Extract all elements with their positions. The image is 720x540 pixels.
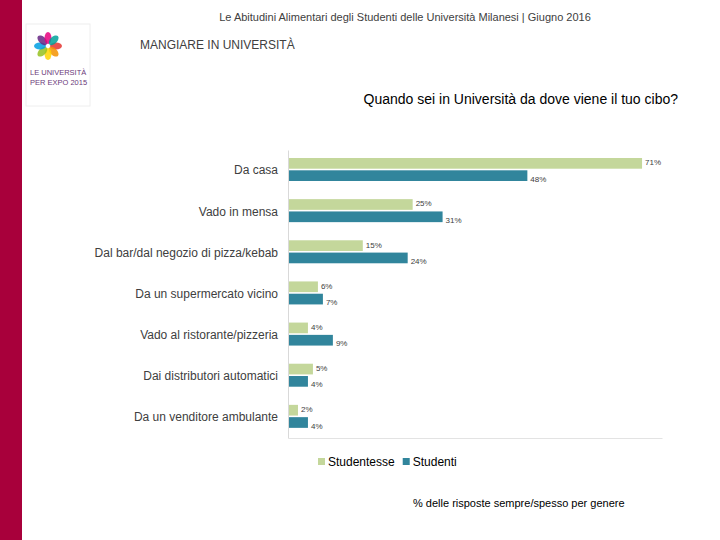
y-tick-label: Da casa	[234, 163, 278, 177]
bar	[288, 281, 318, 292]
data-label: 15%	[366, 241, 382, 250]
bar	[288, 158, 642, 169]
data-label: 9%	[336, 339, 348, 348]
data-label: 5%	[316, 364, 328, 373]
legend: Studentesse Studenti	[318, 455, 457, 469]
legend-swatch	[318, 458, 325, 465]
data-label: 4%	[311, 323, 323, 332]
y-tick-label: Da un supermercato vicino	[135, 287, 278, 301]
data-label: 6%	[321, 282, 333, 291]
title: Quando sei in Università da dove viene i…	[364, 91, 679, 107]
y-axis: Da casa Vado in mensa Dal bar/dal negozio …	[95, 151, 289, 439]
logo: LE UNIVERSITÀPER EXPO 2015	[26, 24, 90, 106]
data-label: 2%	[301, 405, 313, 414]
logo-petal	[47, 34, 60, 47]
y-tick: Vado in mensa	[199, 205, 288, 219]
subtitle: MANGIARE IN UNIVERSITÀ	[140, 37, 295, 52]
data-labels: 71% 25% 15% 6% 4% 5% 2% 48% 31% 24% 7% 9% 4% 4%	[301, 158, 661, 430]
bar	[288, 323, 308, 334]
y-tick: Dal bar/dal negozio di pizza/kebab	[95, 246, 288, 260]
legend-label: Studentesse	[328, 455, 395, 469]
y-tick-label: Dal bar/dal negozio di pizza/kebab	[95, 246, 279, 260]
y-axis-line	[288, 151, 289, 439]
legend-label: Studenti	[413, 455, 457, 469]
chart: LE UNIVERSITÀPER EXPO 2015 Le Abitudini A…	[0, 0, 720, 540]
bar	[288, 211, 443, 222]
bar	[288, 170, 527, 181]
data-label: 71%	[645, 158, 661, 167]
data-label: 4%	[311, 380, 323, 389]
bar	[288, 405, 298, 416]
data-label: 25%	[416, 199, 432, 208]
x-axis-line	[289, 438, 663, 439]
data-label: 7%	[326, 298, 338, 307]
bars	[288, 158, 642, 428]
data-label: 4%	[311, 422, 323, 431]
legend-swatch	[403, 458, 410, 465]
bar	[288, 417, 308, 428]
y-tick: Dai distributori automatici	[143, 369, 288, 383]
bar	[288, 364, 313, 375]
y-tick-label: Dai distributori automatici	[143, 369, 278, 383]
bar	[288, 294, 323, 305]
side-band	[0, 0, 22, 540]
y-tick-label: Da un venditore ambulante	[134, 410, 278, 424]
y-tick: Da un supermercato vicino	[135, 287, 288, 301]
y-tick: Da casa	[234, 163, 288, 177]
logo-text: PER EXPO 2015	[30, 78, 87, 87]
y-tick: Da un venditore ambulante	[134, 410, 288, 424]
bar	[288, 199, 413, 210]
bar	[288, 253, 408, 264]
data-label: 24%	[411, 257, 427, 266]
x-axis	[289, 438, 663, 439]
bar	[288, 335, 333, 346]
logo-text: LE UNIVERSITÀ	[30, 68, 86, 77]
footnote: % delle risposte sempre/spesso per gener…	[413, 497, 625, 509]
header: Le Abitudini Alimentari degli Studenti d…	[219, 11, 591, 23]
bar	[288, 376, 308, 387]
data-label: 31%	[446, 216, 462, 225]
bar	[288, 240, 363, 251]
y-tick: Vado al ristorante/pizzeria	[140, 328, 288, 342]
y-tick-label: Vado in mensa	[199, 205, 278, 219]
logo-box	[26, 24, 90, 106]
data-label: 48%	[530, 175, 546, 184]
y-tick-label: Vado al ristorante/pizzeria	[140, 328, 278, 342]
